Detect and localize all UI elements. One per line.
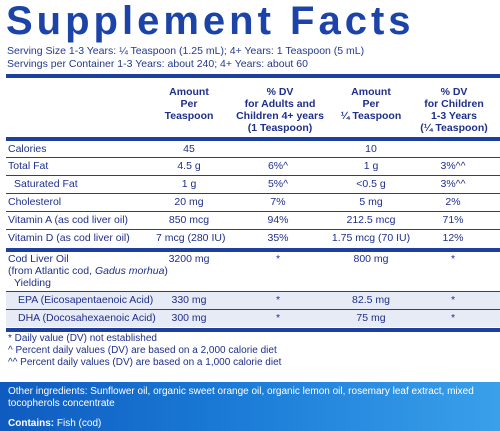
header-dv-adults: % DV for Adults and Children 4+ years (1… xyxy=(236,86,324,134)
table-row: Cholesterol 20 mg 7% 5 mg 2% xyxy=(8,196,461,208)
row-divider xyxy=(6,175,500,176)
table-top-divider xyxy=(6,137,500,141)
row-divider xyxy=(6,309,500,310)
cod-liver-oil-source: (from Atlantic cod, Gadus morhua) xyxy=(8,265,168,277)
header-amount-teaspoon: Amount Per Teaspoon xyxy=(164,86,214,122)
servings-per-container: Servings per Container 1-3 Years: about … xyxy=(7,58,308,70)
allergen-statement: Contains: Fish (cod) xyxy=(8,418,102,429)
table-row: DHA (Docosahexaenoic Acid) 300 mg * 75 m… xyxy=(6,310,500,327)
table-row: Calories 45 10 xyxy=(8,143,377,155)
row-divider xyxy=(6,211,500,212)
other-ingredients: Other ingredients: Sunflower oil, organi… xyxy=(8,386,474,409)
cod-liver-oil-name: Cod Liver Oil xyxy=(8,253,69,265)
footnote-divider xyxy=(6,328,500,332)
ingredients-panel: Other ingredients: Sunflower oil, organi… xyxy=(0,382,500,431)
footnote: ^^ Percent daily values (DV) are based o… xyxy=(8,357,282,368)
table-row: EPA (Eicosapentaenoic Acid) 330 mg * 82.… xyxy=(6,292,500,309)
serving-size: Serving Size 1-3 Years: ¼ Teaspoon (1.25… xyxy=(7,45,365,57)
yielding-label-row: Yielding xyxy=(6,276,500,290)
row-divider xyxy=(6,229,500,230)
header-divider xyxy=(6,74,500,78)
row-divider xyxy=(6,291,500,292)
row-divider xyxy=(6,193,500,194)
page-title: Supplement Facts xyxy=(6,0,415,43)
cod-liver-oil-row: Cod Liver Oil (from Atlantic cod, Gadus … xyxy=(8,253,456,277)
footnote: * Daily value (DV) not established xyxy=(8,333,157,344)
header-dv-children: % DV for Children 1-3 Years (¼ Teaspoon) xyxy=(420,86,488,134)
footnotes: * Daily value (DV) not established ^ Per… xyxy=(8,333,281,369)
row-divider xyxy=(6,157,500,158)
yielding-label: Yielding xyxy=(14,277,51,289)
table-row: Vitamin D (as cod liver oil) 7 mcg (280 … xyxy=(8,232,464,244)
header-amount-quarter: Amount Per ¼ Teaspoon xyxy=(340,86,402,122)
table-row: Vitamin A (as cod liver oil) 850 mcg 94%… xyxy=(8,214,464,226)
footnote: ^ Percent daily values (DV) are based on… xyxy=(8,345,277,356)
table-row: Total Fat 4.5 g 6%^ 1 g 3%^^ xyxy=(8,160,466,172)
table-row: Saturated Fat 1 g 5%^ <0.5 g 3%^^ xyxy=(14,178,466,190)
serving-info: Serving Size 1-3 Years: ¼ Teaspoon (1.25… xyxy=(7,45,364,71)
section-divider xyxy=(6,248,500,252)
